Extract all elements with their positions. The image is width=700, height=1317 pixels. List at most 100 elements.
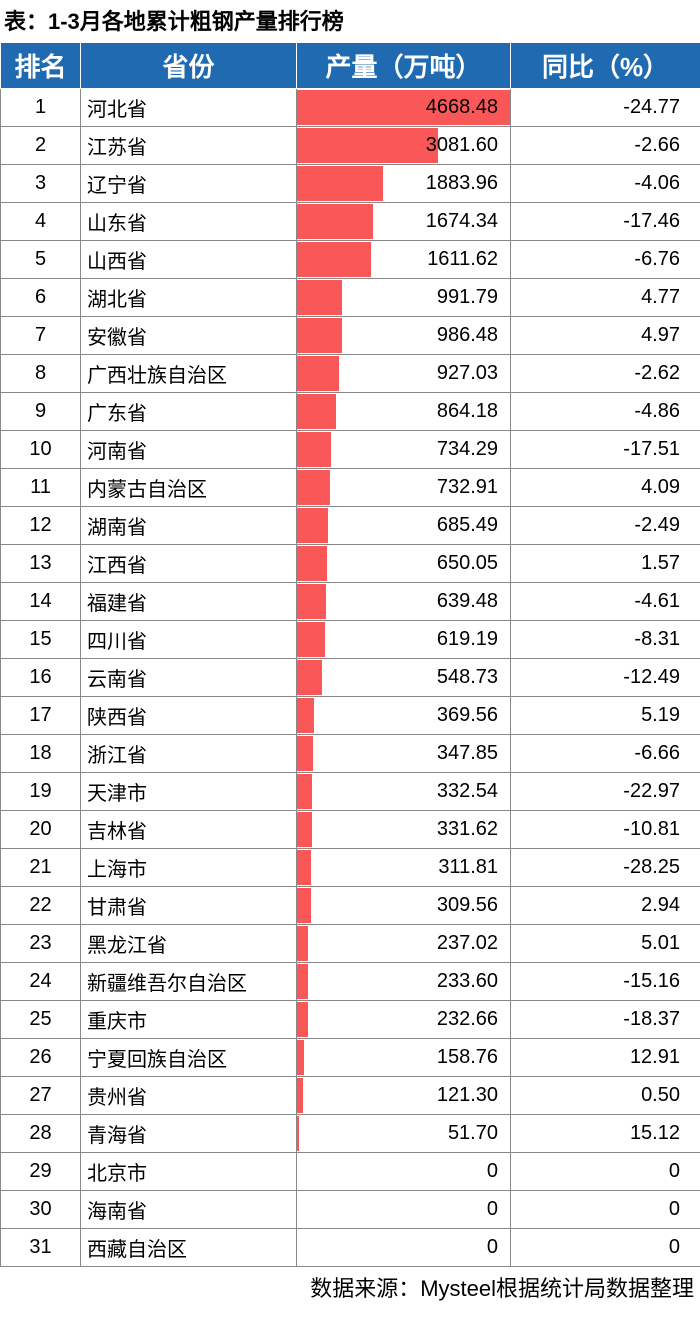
cell-rank: 19	[1, 773, 81, 811]
table-row: 12湖南省685.49-2.49	[1, 507, 700, 545]
cell-province: 河北省	[81, 89, 297, 127]
cell-province: 安徽省	[81, 317, 297, 355]
cell-output: 548.73	[297, 659, 511, 697]
table-row: 6湖北省991.794.77	[1, 279, 700, 317]
cell-province: 广西壮族自治区	[81, 355, 297, 393]
cell-province: 内蒙古自治区	[81, 469, 297, 507]
cell-yoy: 4.97	[511, 317, 700, 355]
table-row: 14福建省639.48-4.61	[1, 583, 700, 621]
cell-rank: 27	[1, 1077, 81, 1115]
cell-output: 986.48	[297, 317, 511, 355]
cell-yoy: 0	[511, 1229, 700, 1267]
cell-rank: 23	[1, 925, 81, 963]
output-value: 986.48	[297, 318, 510, 353]
cell-rank: 29	[1, 1153, 81, 1191]
cell-province: 陕西省	[81, 697, 297, 735]
cell-yoy: -24.77	[511, 89, 700, 127]
cell-province: 云南省	[81, 659, 297, 697]
cell-yoy: 4.09	[511, 469, 700, 507]
cell-rank: 30	[1, 1191, 81, 1229]
table-row: 1河北省4668.48-24.77	[1, 89, 700, 127]
cell-output: 734.29	[297, 431, 511, 469]
cell-province: 福建省	[81, 583, 297, 621]
table-row: 15四川省619.19-8.31	[1, 621, 700, 659]
cell-province: 重庆市	[81, 1001, 297, 1039]
table-row: 11内蒙古自治区732.914.09	[1, 469, 700, 507]
table-row: 8广西壮族自治区927.03-2.62	[1, 355, 700, 393]
table-row: 4山东省1674.34-17.46	[1, 203, 700, 241]
output-value: 51.70	[297, 1116, 510, 1151]
table-row: 30海南省00	[1, 1191, 700, 1229]
cell-rank: 11	[1, 469, 81, 507]
cell-output: 158.76	[297, 1039, 511, 1077]
output-value: 4668.48	[297, 90, 510, 125]
cell-rank: 3	[1, 165, 81, 203]
cell-rank: 18	[1, 735, 81, 773]
table-row: 7安徽省986.484.97	[1, 317, 700, 355]
cell-yoy: -4.86	[511, 393, 700, 431]
output-value: 548.73	[297, 660, 510, 695]
cell-province: 贵州省	[81, 1077, 297, 1115]
table-row: 10河南省734.29-17.51	[1, 431, 700, 469]
output-value: 332.54	[297, 774, 510, 809]
output-value: 309.56	[297, 888, 510, 923]
cell-yoy: 1.57	[511, 545, 700, 583]
cell-yoy: -17.46	[511, 203, 700, 241]
output-value: 0	[297, 1154, 510, 1189]
cell-province: 山西省	[81, 241, 297, 279]
table-row: 28青海省51.7015.12	[1, 1115, 700, 1153]
cell-output: 1611.62	[297, 241, 511, 279]
cell-output: 1883.96	[297, 165, 511, 203]
cell-output: 51.70	[297, 1115, 511, 1153]
cell-rank: 2	[1, 127, 81, 165]
cell-yoy: 0	[511, 1191, 700, 1229]
cell-province: 北京市	[81, 1153, 297, 1191]
table-row: 17陕西省369.565.19	[1, 697, 700, 735]
cell-yoy: -2.49	[511, 507, 700, 545]
cell-province: 浙江省	[81, 735, 297, 773]
output-value: 734.29	[297, 432, 510, 467]
cell-rank: 13	[1, 545, 81, 583]
table-row: 2江苏省3081.60-2.66	[1, 127, 700, 165]
cell-rank: 20	[1, 811, 81, 849]
output-value: 3081.60	[297, 128, 510, 163]
cell-output: 927.03	[297, 355, 511, 393]
output-value: 685.49	[297, 508, 510, 543]
output-value: 619.19	[297, 622, 510, 657]
cell-yoy: -18.37	[511, 1001, 700, 1039]
cell-yoy: 0	[511, 1153, 700, 1191]
output-value: 732.91	[297, 470, 510, 505]
cell-rank: 24	[1, 963, 81, 1001]
cell-yoy: 12.91	[511, 1039, 700, 1077]
cell-yoy: -6.66	[511, 735, 700, 773]
cell-rank: 4	[1, 203, 81, 241]
cell-output: 732.91	[297, 469, 511, 507]
output-value: 232.66	[297, 1002, 510, 1037]
cell-rank: 10	[1, 431, 81, 469]
cell-province: 江苏省	[81, 127, 297, 165]
output-value: 347.85	[297, 736, 510, 771]
cell-output: 639.48	[297, 583, 511, 621]
cell-province: 甘肃省	[81, 887, 297, 925]
cell-yoy: -6.76	[511, 241, 700, 279]
cell-output: 0	[297, 1229, 511, 1267]
cell-output: 991.79	[297, 279, 511, 317]
output-value: 158.76	[297, 1040, 510, 1075]
cell-province: 上海市	[81, 849, 297, 887]
cell-yoy: 5.01	[511, 925, 700, 963]
cell-yoy: -8.31	[511, 621, 700, 659]
output-value: 237.02	[297, 926, 510, 961]
cell-rank: 31	[1, 1229, 81, 1267]
cell-province: 西藏自治区	[81, 1229, 297, 1267]
cell-output: 311.81	[297, 849, 511, 887]
cell-output: 233.60	[297, 963, 511, 1001]
cell-output: 3081.60	[297, 127, 511, 165]
cell-province: 山东省	[81, 203, 297, 241]
cell-yoy: -4.06	[511, 165, 700, 203]
table-row: 24新疆维吾尔自治区233.60-15.16	[1, 963, 700, 1001]
table-row: 31西藏自治区00	[1, 1229, 700, 1267]
cell-yoy: -28.25	[511, 849, 700, 887]
cell-rank: 17	[1, 697, 81, 735]
cell-rank: 28	[1, 1115, 81, 1153]
cell-output: 864.18	[297, 393, 511, 431]
